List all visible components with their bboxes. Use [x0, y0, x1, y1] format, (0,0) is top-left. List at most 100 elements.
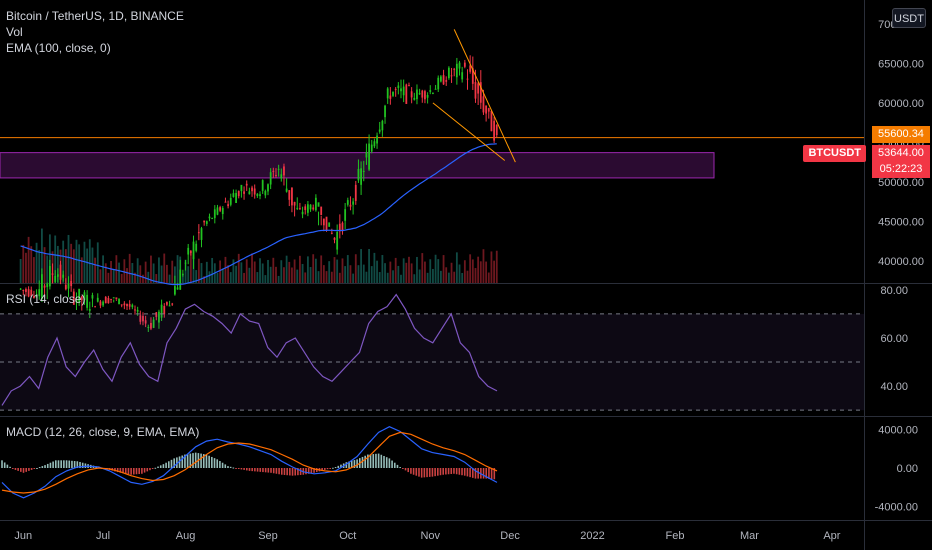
- candle-body: [381, 120, 384, 131]
- candle-body: [338, 223, 341, 232]
- candle-body: [418, 93, 421, 95]
- candle-body: [46, 283, 49, 288]
- volume-bar: [490, 251, 493, 283]
- volume-bar: [123, 259, 126, 283]
- macd-histogram-bar: [224, 464, 227, 468]
- candle-body: [83, 292, 86, 301]
- candle-body: [376, 135, 378, 144]
- volume-bar: [80, 257, 83, 283]
- macd-histogram-bar: [76, 461, 79, 468]
- macd-histogram-bar: [176, 457, 178, 468]
- candle-body: [490, 110, 493, 132]
- volume-bar: [325, 271, 328, 283]
- volume-bar: [434, 254, 437, 283]
- macd-histogram-bar: [423, 468, 426, 478]
- candle-body: [392, 91, 394, 96]
- macd-histogram-bar: [9, 466, 11, 468]
- rsi-label[interactable]: RSI (14, close): [6, 292, 86, 306]
- macd-histogram-bar: [1, 460, 3, 468]
- macd-histogram-bar: [305, 468, 307, 475]
- candle-body: [386, 88, 389, 99]
- volume-bar: [267, 259, 269, 283]
- volume-bar: [136, 258, 139, 283]
- macd-histogram-bar: [278, 468, 280, 475]
- candle-body: [280, 174, 283, 179]
- macd-histogram-bar: [482, 468, 485, 479]
- macd-histogram-bar: [262, 468, 264, 473]
- candle-body: [72, 291, 75, 305]
- candle-body: [213, 209, 216, 219]
- currency-badge[interactable]: USDT: [892, 8, 926, 28]
- last-price-tag: 53644.00: [872, 145, 930, 162]
- volume-bar: [299, 255, 301, 283]
- volume-bar: [384, 263, 386, 283]
- volume-bar: [208, 271, 211, 283]
- candle-body: [408, 85, 410, 87]
- candle-body: [445, 80, 448, 82]
- candle-body: [78, 288, 81, 303]
- volume-bar: [317, 271, 320, 283]
- volume-bar: [405, 262, 408, 283]
- macd-tick-label: 4000.00: [878, 425, 918, 437]
- ema-label[interactable]: EMA (100, close, 0): [6, 41, 111, 55]
- candle-body: [102, 301, 104, 306]
- macd-legend: MACD (12, 26, close, 9, EMA, EMA): [6, 424, 199, 440]
- macd-histogram-bar: [157, 466, 159, 468]
- macd-histogram-bar: [3, 462, 6, 468]
- macd-histogram-bar: [399, 467, 401, 469]
- time-tick-label: Nov: [420, 530, 440, 542]
- time-tick-label: Mar: [740, 530, 759, 542]
- candle-body: [86, 294, 89, 308]
- macd-histogram-bar: [6, 464, 9, 468]
- candle-body: [474, 82, 477, 99]
- candle-body: [174, 286, 176, 295]
- macd-histogram-bar: [286, 468, 288, 476]
- volume-bar: [365, 271, 368, 283]
- candle-body: [224, 201, 227, 203]
- candle-body: [424, 91, 426, 100]
- candle-body: [43, 285, 46, 288]
- macd-histogram-bar: [28, 468, 30, 471]
- volume-bar: [320, 255, 323, 283]
- macd-histogram-bar: [73, 461, 76, 468]
- macd-histogram-bar: [240, 468, 243, 470]
- macd-histogram-bar: [402, 468, 404, 469]
- macd-histogram-bar: [202, 454, 205, 468]
- candle-body: [354, 184, 357, 201]
- candle-body: [56, 274, 59, 277]
- candle-body: [216, 207, 219, 215]
- macd-histogram-bar: [337, 465, 340, 468]
- volume-bar: [78, 244, 81, 283]
- volume-bar: [429, 259, 432, 283]
- macd-label[interactable]: MACD (12, 26, close, 9, EMA, EMA): [6, 425, 200, 439]
- candle-body: [229, 197, 232, 205]
- volume-label[interactable]: Vol: [6, 25, 23, 39]
- volume-bar: [229, 272, 232, 283]
- candle-body: [134, 309, 136, 311]
- candle-body: [221, 208, 224, 215]
- volume-bar: [205, 261, 208, 283]
- volume-bar: [463, 260, 466, 283]
- macd-histogram-bar: [437, 468, 439, 476]
- macd-histogram-bar: [41, 466, 44, 468]
- candle-body: [75, 299, 78, 303]
- volume-bar: [314, 258, 317, 283]
- macd-histogram-bar: [428, 468, 431, 477]
- macd-histogram-bar: [380, 454, 383, 468]
- symbol-title[interactable]: Bitcoin / TetherUS, 1D, BINANCE: [6, 9, 184, 23]
- macd-histogram-bar: [130, 468, 132, 475]
- macd-histogram-bar: [445, 468, 447, 475]
- volume-bar: [346, 255, 349, 283]
- macd-histogram-bar: [33, 468, 36, 469]
- macd-histogram-bar: [332, 467, 334, 469]
- volume-bar: [30, 246, 33, 283]
- volume-bar: [253, 261, 256, 283]
- macd-histogram-bar: [116, 468, 119, 473]
- macd-histogram-bar: [141, 468, 143, 474]
- candle-body: [256, 193, 259, 197]
- macd-histogram-bar: [135, 468, 138, 475]
- volume-bar: [195, 270, 198, 283]
- candle-body: [112, 297, 115, 299]
- volume-bar: [62, 240, 65, 283]
